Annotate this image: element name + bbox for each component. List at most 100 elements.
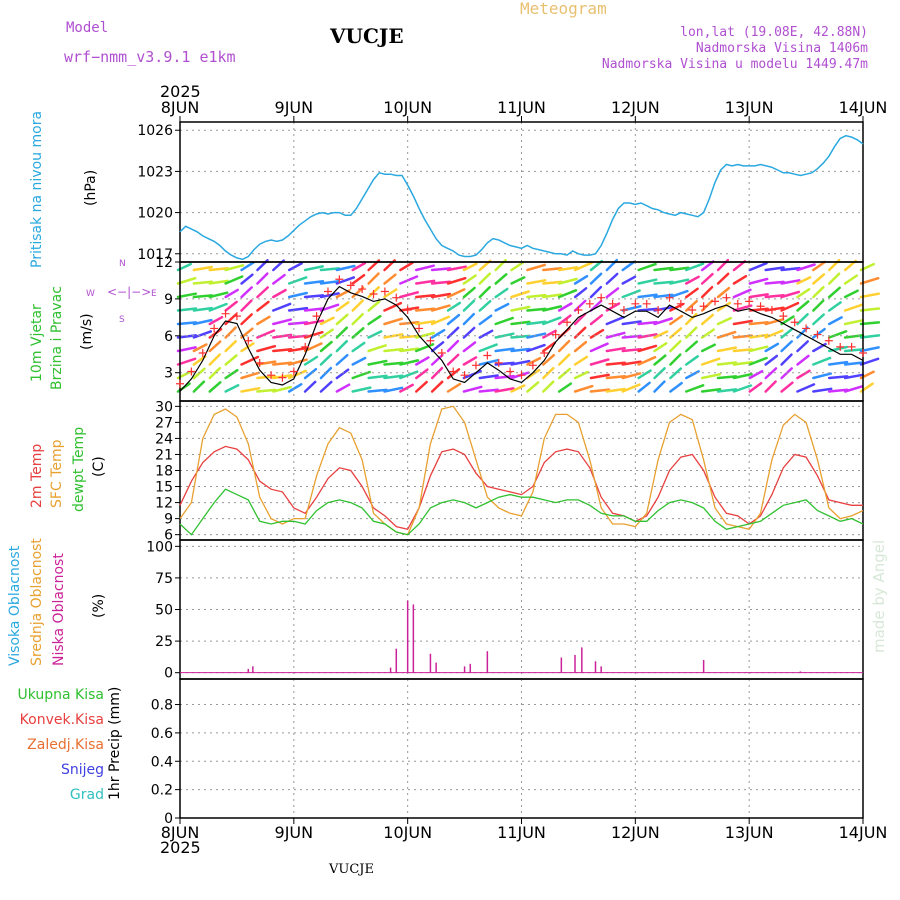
wind-vector-mark	[685, 384, 705, 393]
wind-vector-mark	[685, 312, 698, 326]
wind-vector-mark	[526, 293, 547, 299]
wind-vector-mark	[494, 387, 515, 393]
wind-vector-mark	[669, 353, 682, 366]
wind-vector-mark	[303, 307, 325, 312]
wind-gust-mark	[699, 302, 708, 311]
wind-vector-mark	[700, 388, 722, 393]
wind-vector-mark	[557, 314, 572, 326]
wind-gust-mark	[745, 297, 754, 306]
wind-vector-mark	[827, 388, 849, 393]
wind-vector-mark	[303, 355, 319, 366]
wind-gust-mark	[563, 318, 572, 327]
wind-vector-mark	[478, 314, 493, 326]
wind-vector-mark	[669, 367, 683, 380]
wind-vector-mark	[240, 355, 260, 366]
wind-vector-mark	[430, 267, 452, 272]
wind-vector-mark	[208, 340, 222, 353]
wind-vector-mark	[335, 313, 349, 326]
x-tick-label-top: 11JUN	[497, 98, 546, 117]
wind-vector-mark	[335, 301, 350, 312]
wind-vector-mark	[573, 355, 589, 366]
wind-vector-mark	[605, 315, 625, 326]
wind-vector-mark	[335, 383, 351, 393]
wind-gust-mark	[415, 324, 424, 333]
wind-vector-mark	[589, 342, 609, 353]
wind-vector-mark	[176, 292, 197, 299]
wind-gust-mark	[460, 371, 469, 380]
wind-vector-mark	[415, 320, 436, 326]
wind-vector-mark	[685, 340, 699, 353]
wind-vector-mark	[303, 342, 323, 353]
wind-vector-mark	[716, 316, 732, 326]
wind-vector-mark	[415, 307, 436, 312]
wind-vector-mark	[287, 358, 308, 366]
wind-gust-mark	[608, 299, 617, 308]
wind-vector-mark	[446, 313, 461, 326]
wind-vector-mark	[780, 340, 794, 353]
wind-vector-mark	[748, 356, 768, 366]
wind-gust-mark	[665, 293, 674, 302]
wind-vector-mark	[732, 304, 753, 312]
y-tick-label: 1026	[137, 123, 173, 139]
x-tick-label-bottom: 10JUN	[383, 823, 432, 842]
wind-vector-mark	[478, 299, 492, 312]
wind-vector-mark	[573, 299, 587, 312]
wind-vector-mark	[224, 368, 239, 380]
wind-vector-mark	[287, 262, 303, 272]
wind-vector-mark	[510, 276, 526, 285]
wind-vector-mark	[700, 357, 721, 366]
wind-vector-mark	[653, 317, 673, 326]
wind-gust-mark	[642, 299, 651, 308]
wind-vector-mark	[383, 273, 397, 285]
wind-vector-mark	[430, 328, 446, 339]
wind-vector-mark	[843, 274, 858, 285]
wind-vector-mark	[557, 302, 573, 312]
wind-vector-mark	[859, 276, 880, 285]
wind-vector-mark	[383, 386, 404, 393]
wind-vector-mark	[510, 359, 531, 366]
wind-vector-mark	[653, 380, 666, 393]
wind-vector-mark	[351, 261, 367, 272]
wind-vector-mark	[383, 317, 403, 326]
wind-vector-mark	[335, 368, 350, 380]
wind-vector-mark	[653, 280, 674, 285]
wind-vector-mark	[240, 261, 255, 272]
y-tick-label: 1017	[137, 247, 173, 263]
wind-vector-mark	[669, 289, 689, 299]
wind-vector-mark	[621, 383, 641, 393]
wind-vector-mark	[319, 303, 340, 312]
wind-vector-mark	[812, 372, 833, 380]
wind-gust-mark	[790, 318, 799, 327]
wind-vector-mark	[446, 339, 460, 353]
wind-vector-mark	[669, 339, 682, 353]
wind-vector-mark	[637, 381, 651, 393]
wind-vector-mark	[415, 356, 430, 366]
wind-vector-mark	[621, 260, 636, 272]
wind-vector-mark	[510, 320, 531, 326]
wind-gust-mark	[267, 371, 276, 380]
wind-vector-mark	[764, 293, 785, 299]
wind-vector-mark	[446, 326, 460, 339]
wind-vector-mark	[240, 273, 254, 285]
wind-vector-mark	[621, 360, 642, 366]
wind-vector-mark	[526, 356, 542, 366]
wind-vector-mark	[462, 274, 477, 285]
wind-vector-mark	[240, 286, 253, 299]
wind-vector-mark	[208, 381, 222, 393]
wind-vector-mark	[478, 285, 491, 299]
wind-vector-mark	[303, 319, 325, 326]
wind-vector-mark	[462, 286, 476, 299]
y-tick-label: 6	[164, 528, 173, 544]
wind-gust-mark	[426, 336, 435, 345]
wind-vector-mark	[224, 384, 240, 393]
precip-legend-hail: Grad	[69, 787, 104, 803]
wind-vector-mark	[383, 288, 398, 299]
wind-vector-mark	[272, 302, 292, 312]
wind-vector-mark	[780, 327, 794, 339]
wind-vector-mark	[589, 373, 610, 380]
y-tick-label: 9	[164, 292, 173, 308]
wind-vector-mark	[415, 279, 436, 285]
wind-vector-mark	[192, 330, 213, 339]
wind-gust-mark	[346, 281, 355, 290]
